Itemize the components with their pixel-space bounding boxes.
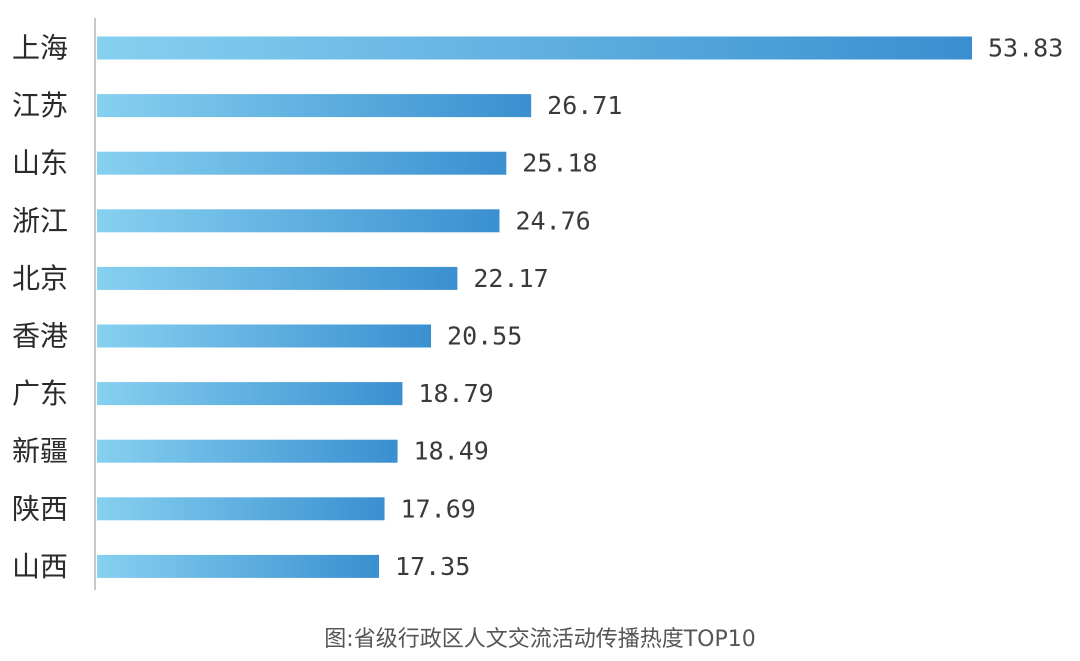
bar (97, 94, 532, 118)
bar (97, 439, 398, 463)
value-label: 18.49 (414, 437, 489, 466)
value-label: 25.18 (522, 149, 597, 178)
category-label: 上海 (12, 32, 68, 65)
bar (97, 209, 500, 233)
bar (97, 151, 507, 175)
value-label: 17.69 (401, 494, 476, 523)
category-label: 香港 (12, 320, 68, 353)
bar (97, 266, 458, 290)
bar (97, 36, 972, 60)
bar (97, 554, 380, 578)
category-label: 广东 (12, 377, 68, 410)
value-label: 17.35 (395, 552, 470, 581)
bar (97, 324, 432, 348)
value-label: 22.17 (473, 264, 548, 293)
category-label: 北京 (12, 262, 68, 295)
bar (97, 382, 403, 406)
category-label: 山东 (12, 147, 68, 180)
category-label: 山西 (12, 550, 68, 583)
chart-caption: 图:省级行政区人文交流活动传播热度TOP10 (324, 627, 756, 652)
value-label: 18.79 (418, 379, 493, 408)
bar (97, 497, 385, 521)
category-label: 新疆 (12, 435, 68, 468)
value-label: 26.71 (547, 91, 622, 120)
category-label: 浙江 (12, 204, 68, 237)
bars-group: 上海 53.83 江苏 26.71 山东 25.18 浙江 24.76 北京 22.17 香港 20.… (12, 32, 1063, 583)
category-label: 陕西 (12, 492, 68, 525)
value-label: 20.55 (447, 322, 522, 351)
category-label: 江苏 (12, 89, 68, 122)
value-label: 53.83 (988, 34, 1063, 63)
value-label: 24.76 (515, 206, 590, 235)
